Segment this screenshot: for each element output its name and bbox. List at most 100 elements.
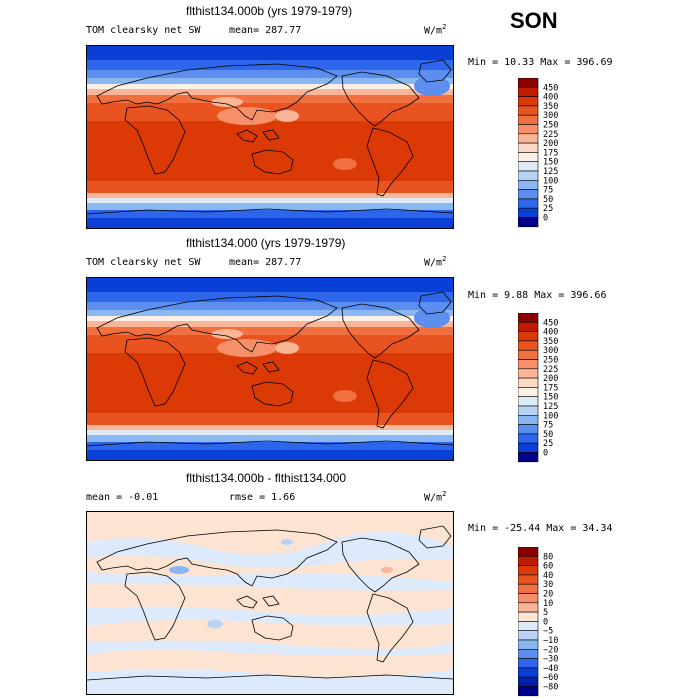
panel-2-mean-label: mean= 287.77 — [229, 257, 302, 268]
panel-2-map-field — [87, 278, 453, 460]
colorbar-label: 100 — [543, 176, 558, 186]
colorbar-swatch — [518, 170, 539, 181]
panel-2-colorbar: 450 400 350 300 250 225 200 175 150 125 100 75 50 25 0 — [518, 313, 578, 463]
colorbar-label: 75 — [543, 186, 553, 196]
panel-1-title: flthist134.000b (yrs 1979-1979) — [186, 4, 353, 18]
panel-1-minmax: Min = 10.33 Max = 396.69 — [468, 57, 613, 68]
colorbar-swatch — [518, 78, 539, 88]
panel-3-mean-label: mean = -0.01 — [86, 492, 159, 503]
colorbar-swatch — [518, 377, 539, 388]
colorbar-swatch — [518, 359, 539, 370]
colorbar-label: 225 — [543, 130, 558, 140]
colorbar-swatch — [518, 593, 539, 604]
colorbar-swatch — [518, 574, 539, 585]
season-label: SON — [510, 8, 558, 33]
colorbar-swatch — [518, 433, 539, 444]
colorbar-swatch — [518, 583, 539, 594]
colorbar-swatch — [518, 142, 539, 153]
colorbar-label: 75 — [543, 421, 553, 431]
colorbar-label: 10 — [543, 599, 553, 609]
panel-2-map — [86, 277, 454, 461]
colorbar-label: 350 — [543, 102, 558, 112]
colorbar-swatch — [518, 442, 539, 453]
colorbar-label: 450 — [543, 318, 558, 328]
colorbar-swatch — [518, 349, 539, 360]
colorbar-label: 175 — [543, 148, 558, 158]
panel-1-map — [86, 45, 454, 229]
colorbar-swatch — [518, 368, 539, 379]
colorbar-swatch — [518, 340, 539, 351]
colorbar-swatch — [518, 649, 539, 659]
colorbar-label: 0 — [543, 449, 548, 459]
colorbar-label: 175 — [543, 383, 558, 393]
colorbar-swatch — [518, 387, 539, 398]
colorbar-swatch — [518, 105, 539, 116]
panel-3-minmax: Min = -25.44 Max = 34.34 — [468, 523, 613, 534]
colorbar-swatch — [518, 630, 539, 641]
colorbar-label: 200 — [543, 374, 558, 384]
panel-3-rmse-label: rmse = 1.66 — [229, 492, 296, 503]
colorbar-swatch — [518, 547, 539, 557]
colorbar-label: 250 — [543, 121, 558, 131]
colorbar-swatch — [518, 217, 539, 228]
colorbar-swatch — [518, 565, 539, 576]
colorbar-label: 30 — [543, 580, 553, 590]
panel-2-units: W/m2 — [424, 255, 447, 269]
colorbar-swatch — [518, 152, 539, 163]
colorbar-label: 60 — [543, 562, 553, 572]
colorbar-label: 0 — [543, 617, 548, 627]
panel-1-units: W/m2 — [424, 23, 447, 37]
colorbar-label: 300 — [543, 111, 558, 121]
colorbar-label: −10 — [543, 636, 558, 646]
colorbar-label: 0 — [543, 214, 548, 224]
colorbar-label: 250 — [543, 356, 558, 366]
panel-2-field-label: TOM clearsky net SW — [86, 257, 201, 268]
colorbar-swatch — [518, 331, 539, 342]
colorbar-label: −20 — [543, 645, 558, 655]
colorbar-label: −80 — [543, 683, 558, 693]
colorbar-swatch — [518, 133, 539, 144]
colorbar-swatch — [518, 667, 539, 678]
colorbar-label: 125 — [543, 167, 558, 177]
panel-3-title: flthist134.000b - flthist134.000 — [186, 471, 347, 485]
colorbar-swatch — [518, 124, 539, 135]
colorbar-swatch — [518, 207, 539, 218]
colorbar-swatch — [518, 611, 539, 622]
colorbar-label: 400 — [543, 93, 558, 103]
panel-3-units: W/m2 — [424, 490, 447, 504]
colorbar-swatch — [518, 87, 539, 97]
colorbar-label: 200 — [543, 139, 558, 149]
panel-1-map-field — [87, 46, 453, 228]
panel-1-field-label: TOM clearsky net SW — [86, 25, 201, 36]
colorbar-swatch — [518, 676, 539, 687]
colorbar-swatch — [518, 96, 539, 107]
colorbar-label: 150 — [543, 158, 558, 168]
colorbar-label: 25 — [543, 204, 553, 214]
colorbar-label: 150 — [543, 393, 558, 403]
colorbar-label: 400 — [543, 328, 558, 338]
colorbar-label: 125 — [543, 402, 558, 412]
colorbar-label: −30 — [543, 655, 558, 665]
colorbar-swatch — [518, 639, 539, 650]
colorbar-swatch — [518, 405, 539, 416]
colorbar-swatch — [518, 658, 539, 669]
colorbar-label: 350 — [543, 337, 558, 347]
colorbar-swatch — [518, 424, 539, 435]
colorbar-label: 40 — [543, 571, 553, 581]
colorbar-swatch — [518, 556, 539, 566]
panel-3-colorbar: 80 60 40 30 20 10 5 0 −5 −10 −20 −30 −40 −60 −80 — [518, 547, 578, 697]
colorbar-swatch — [518, 686, 539, 697]
colorbar-label: 450 — [543, 83, 558, 93]
colorbar-swatch — [518, 161, 539, 172]
colorbar-label: 100 — [543, 411, 558, 421]
colorbar-label: 50 — [543, 430, 553, 440]
colorbar-swatch — [518, 180, 539, 190]
panel-2-title: flthist134.000 (yrs 1979-1979) — [186, 236, 346, 250]
colorbar-swatch — [518, 621, 539, 632]
colorbar-label: 5 — [543, 608, 548, 618]
colorbar-swatch — [518, 452, 539, 463]
panel-3-map — [86, 511, 454, 695]
colorbar-swatch — [518, 415, 539, 425]
